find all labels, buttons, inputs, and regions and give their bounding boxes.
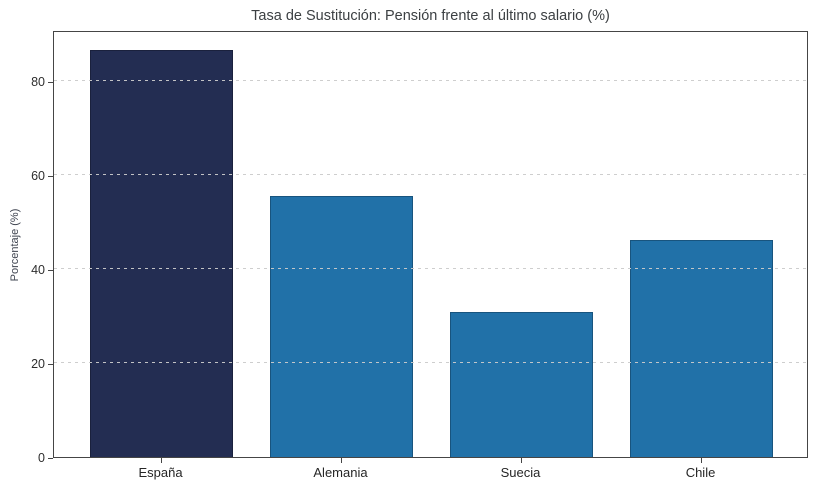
y-tick-label-20: 20 [31,356,45,371]
bar-españa [90,50,233,457]
bar-alemania [270,196,413,457]
y-tick-mark [48,175,53,177]
x-tick-label-alemania: Alemania [313,465,368,480]
x-tick-mark [520,458,522,463]
x-tick-mark [160,458,162,463]
y-tick-mark [48,269,53,271]
gridline-60 [54,173,807,175]
y-tick-mark [48,363,53,365]
x-tick-label-chile: Chile [685,465,716,480]
gridline-40 [54,267,807,269]
bar-suecia [450,312,593,457]
x-tick-label-españa: España [138,465,183,480]
x-tick-mark [340,458,342,463]
chart-title: Tasa de Sustitución: Pensión frente al ú… [251,8,610,24]
x-tick-label-suecia: Suecia [500,465,541,480]
y-tick-label-0: 0 [38,451,45,465]
gridline-20 [54,361,807,363]
x-tick-mark [700,458,702,463]
y-tick-label-80: 80 [31,74,45,89]
y-tick-label-40: 40 [31,262,45,277]
gridline-80 [54,79,807,81]
bar-chile [630,239,773,457]
plot-area [53,31,808,458]
y-tick-label-60: 60 [31,168,45,183]
y-tick-mark [48,458,53,459]
y-tick-mark [48,81,53,83]
